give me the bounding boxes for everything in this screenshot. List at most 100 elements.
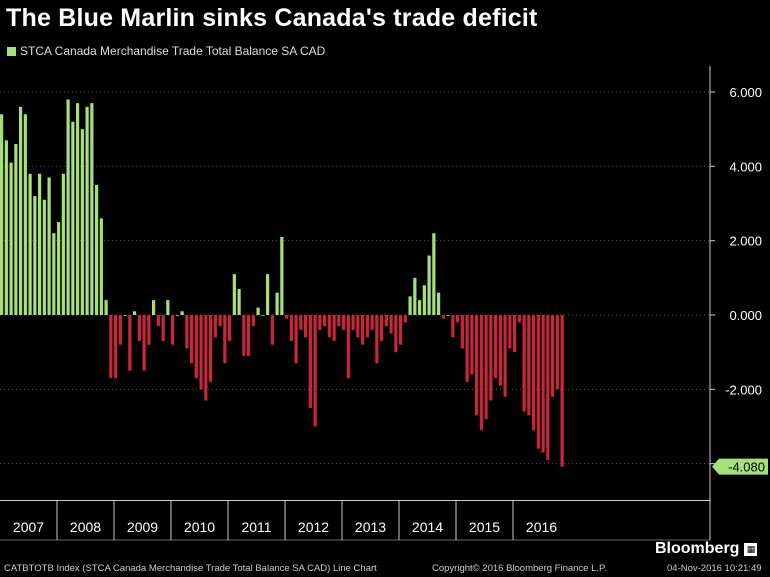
bar: [365, 315, 369, 338]
bar: [541, 315, 545, 453]
bar: [251, 315, 255, 327]
bar: [209, 315, 213, 382]
x-tick-label: 2012: [298, 519, 329, 535]
bar: [289, 315, 293, 342]
bar: [299, 315, 303, 330]
bar: [418, 300, 422, 315]
bar: [242, 315, 246, 356]
bar: [104, 300, 108, 315]
bar: [517, 315, 521, 323]
bar: [190, 315, 194, 364]
brand-name: Bloomberg: [655, 540, 740, 557]
bar: [384, 315, 388, 327]
bar: [42, 199, 46, 315]
bar: [413, 277, 417, 315]
bar: [80, 129, 84, 315]
bar: [380, 315, 384, 342]
bar: [256, 307, 260, 315]
x-tick-label: 2013: [355, 519, 386, 535]
bar: [403, 315, 407, 323]
bar: [498, 315, 502, 386]
bar: [375, 315, 379, 364]
bar: [23, 114, 27, 315]
bar: [175, 315, 179, 316]
bar: [152, 300, 156, 315]
bar: [304, 315, 308, 338]
bar: [285, 315, 289, 319]
bar: [503, 315, 507, 397]
bar: [361, 315, 365, 345]
bar: [199, 315, 203, 390]
bar: [327, 315, 331, 338]
bar: [470, 315, 474, 375]
bar: [118, 315, 122, 345]
y-tick-label: 6.000: [729, 85, 762, 100]
bar: [28, 173, 32, 315]
bar: [180, 311, 184, 315]
bar: [52, 233, 56, 315]
bar: [451, 315, 455, 338]
bar: [4, 140, 8, 315]
y-tick-label: 2.000: [729, 234, 762, 249]
bar: [57, 222, 61, 315]
bar: [33, 196, 37, 315]
bar: [247, 315, 251, 356]
y-tick-label: 0.000: [729, 308, 762, 323]
legend: STCA Canada Merchandise Trade Total Bala…: [7, 44, 325, 58]
bar: [536, 315, 540, 449]
bar: [308, 315, 312, 408]
bar: [394, 315, 398, 353]
bar: [432, 233, 436, 315]
bar: [313, 315, 317, 427]
last-value-label: -4.080: [728, 460, 765, 475]
bar: [166, 300, 170, 315]
bar: [161, 315, 165, 342]
bar: [61, 173, 65, 315]
bar: [171, 315, 175, 345]
bar: [427, 255, 431, 315]
bar: [546, 315, 550, 460]
bar: [441, 315, 445, 319]
bar: [194, 315, 198, 379]
bar: [555, 315, 559, 390]
bar: [218, 315, 222, 327]
bar: [156, 315, 160, 327]
bar: [266, 274, 270, 315]
x-axis-band: [0, 500, 712, 540]
bar: [294, 315, 298, 364]
y-tick-label: 4.000: [729, 159, 762, 174]
bar: [475, 315, 479, 416]
bar: [0, 114, 4, 315]
bar: [232, 274, 236, 315]
bar: [228, 315, 232, 342]
bar: [223, 315, 227, 364]
bar: [47, 177, 51, 315]
footer-date: 04-Nov-2016 10:21:49: [667, 563, 762, 574]
bar: [85, 106, 89, 316]
bar: [185, 315, 189, 349]
bar: [213, 315, 217, 338]
bar: [323, 315, 327, 327]
x-tick-label: 2008: [70, 519, 101, 535]
bar: [351, 315, 355, 330]
bar: [551, 315, 555, 397]
bar: [527, 315, 531, 416]
bar: [456, 315, 460, 323]
bloomberg-terminal-icon: ▦: [744, 542, 758, 556]
legend-label: STCA Canada Merchandise Trade Total Bala…: [20, 44, 326, 58]
bar: [114, 315, 118, 379]
bar: [399, 315, 403, 345]
bar: [513, 315, 517, 353]
x-tick-label: 2009: [127, 519, 158, 535]
bar: [109, 315, 113, 379]
bar: [494, 315, 498, 379]
bar: [356, 315, 360, 338]
bar: [99, 218, 103, 315]
bar: [128, 315, 132, 371]
bar: [204, 315, 208, 401]
x-tick-label: 2007: [13, 519, 44, 535]
bar: [261, 315, 265, 316]
bar: [237, 288, 241, 315]
bar: [19, 106, 23, 316]
